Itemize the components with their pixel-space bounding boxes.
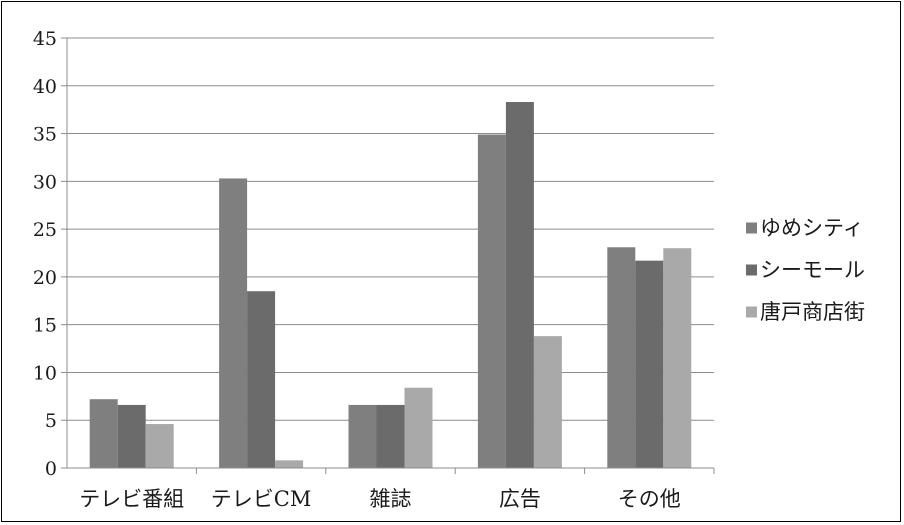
legend-label: ゆめシティ (760, 216, 864, 240)
legend-label: 唐戸商店街 (760, 300, 865, 324)
y-tick-label: 15 (33, 315, 57, 337)
x-tick-label: 雑誌 (370, 487, 412, 511)
legend-swatch (746, 264, 757, 276)
bar (505, 102, 534, 469)
bar (533, 336, 562, 468)
y-axis-ticks: 0 5 10 15 20 25 30 35 40 45 (33, 28, 67, 480)
x-tick-label: 広告 (499, 487, 541, 511)
y-tick-label: 5 (45, 410, 57, 432)
x-tick-label: テレビ番組 (79, 487, 184, 511)
bar (117, 404, 146, 468)
gridlines (67, 37, 714, 421)
y-tick-label: 20 (33, 267, 57, 289)
y-tick-label: 30 (33, 171, 57, 193)
y-tick-label: 35 (33, 124, 57, 146)
bar (404, 387, 433, 468)
legend-label: シーモール (760, 258, 865, 282)
bar (477, 134, 506, 468)
bar (275, 460, 304, 468)
bar (663, 248, 692, 468)
y-tick-label: 25 (33, 219, 57, 241)
y-tick-label: 45 (33, 28, 57, 50)
x-tick-label: その他 (618, 487, 681, 511)
bar (247, 291, 276, 468)
bar (89, 399, 118, 468)
y-tick-label: 10 (33, 362, 57, 384)
legend-swatch (746, 222, 757, 234)
bars (89, 102, 692, 469)
bar (348, 404, 377, 468)
bar (607, 247, 636, 468)
legend-swatch (746, 306, 757, 318)
bar (635, 260, 664, 468)
bar (219, 178, 248, 468)
y-tick-label: 0 (45, 458, 57, 480)
axes (61, 38, 715, 474)
y-tick-label: 40 (33, 76, 57, 98)
bar (145, 424, 174, 468)
x-axis-labels: テレビ番組 テレビCM 雑誌 広告 その他 (79, 487, 681, 511)
bar (376, 404, 405, 468)
x-tick-label: テレビCM (211, 487, 312, 511)
